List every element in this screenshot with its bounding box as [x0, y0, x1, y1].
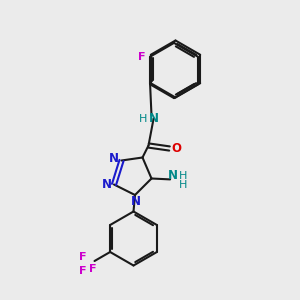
Text: N: N: [101, 178, 112, 191]
Text: H: H: [139, 113, 148, 124]
Text: H: H: [179, 171, 187, 181]
Text: F: F: [89, 264, 97, 274]
Text: F: F: [138, 52, 146, 62]
Text: O: O: [171, 142, 181, 155]
Text: N: N: [109, 152, 119, 166]
Text: H: H: [179, 180, 187, 190]
Text: N: N: [148, 112, 159, 125]
Text: N: N: [168, 169, 178, 182]
Text: F: F: [80, 266, 87, 277]
Text: N: N: [130, 195, 141, 208]
Text: F: F: [80, 251, 87, 262]
